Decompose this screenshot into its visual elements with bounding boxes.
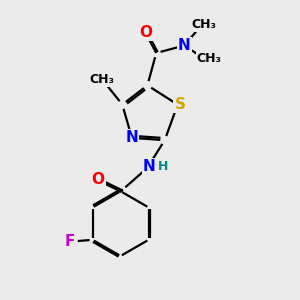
Text: N: N	[143, 159, 156, 174]
Text: F: F	[64, 234, 75, 249]
Text: O: O	[92, 172, 104, 188]
Text: S: S	[175, 97, 185, 112]
Text: N: N	[178, 38, 190, 53]
Text: O: O	[140, 25, 152, 40]
Text: H: H	[158, 160, 168, 173]
Text: CH₃: CH₃	[191, 19, 217, 32]
Text: N: N	[125, 130, 138, 146]
Text: CH₃: CH₃	[89, 73, 114, 86]
Text: CH₃: CH₃	[197, 52, 222, 65]
